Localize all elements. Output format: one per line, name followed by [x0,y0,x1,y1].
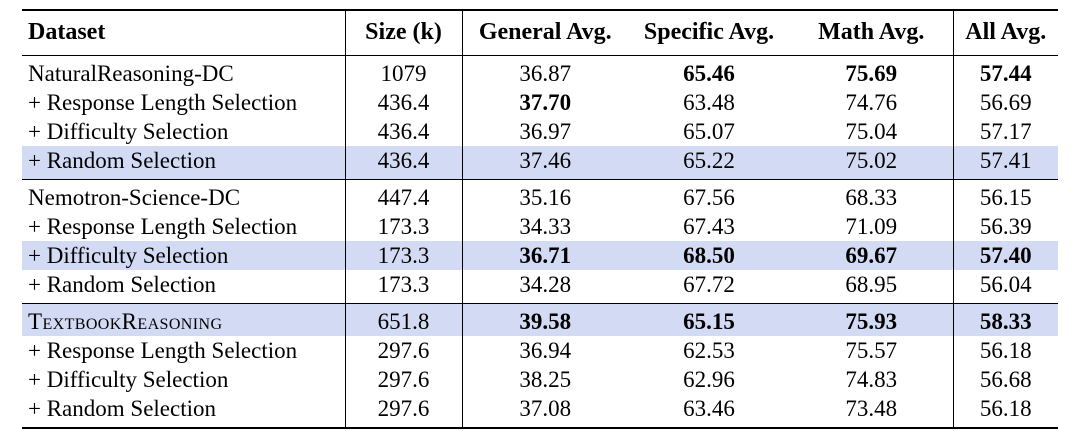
value-cell-general: 36.71 [519,243,572,268]
value-cell-general: 37.46 [519,148,572,173]
value-cell-specific: 67.43 [683,214,735,239]
table-row: + Difficulty Selection 436.4 36.97 65.07 75.… [22,117,1058,146]
value-cell-general: 34.28 [519,272,572,297]
value-cell-all: 57.41 [952,146,1058,180]
value-cell-general: 38.25 [519,367,572,392]
value-cell-all: 57.44 [952,55,1058,88]
value-cell-all: 56.39 [952,212,1058,241]
dataset-name-cell: + Difficulty Selection [28,367,229,392]
value-cell-all: 56.68 [952,365,1058,394]
value-cell-size: 297.6 [344,365,463,394]
value-cell-size: 651.8 [344,303,463,336]
dataset-name-cell: + Response Length Selection [28,338,298,363]
value-cell-math: 69.67 [845,243,898,268]
table-row: + Random Selection 173.3 34.28 67.72 68.95 56… [22,270,1058,304]
table-row: + Response Length Selection 297.6 36.94 62.… [22,336,1058,365]
value-cell-all: 57.40 [952,241,1058,270]
value-cell-specific: 67.56 [683,185,735,210]
table-row: + Difficulty Selection 297.6 38.25 62.96 74.… [22,365,1058,394]
value-cell-all: 58.33 [952,303,1058,336]
dataset-name-cell: Nemotron-Science-DC [28,185,241,210]
value-cell-general: 36.87 [519,61,572,86]
value-cell-math: 75.93 [845,309,898,334]
value-cell-math: 75.57 [845,338,898,363]
table-row: + Response Length Selection 436.4 37.70 63.… [22,88,1058,117]
column-header-all: All Avg. [952,10,1058,56]
value-cell-all: 56.04 [952,270,1058,304]
dataset-name-cell: NaturalReasoning-DC [28,61,234,86]
value-cell-math: 75.69 [845,61,898,86]
value-cell-math: 68.95 [845,272,898,297]
results-table: Dataset Size (k) General Avg. Specific Avg.… [22,9,1058,429]
value-cell-general: 37.08 [519,396,572,421]
value-cell-specific: 67.72 [683,272,735,297]
value-cell-size: 436.4 [344,88,463,117]
value-cell-general: 34.33 [519,214,572,239]
value-cell-size: 297.6 [344,336,463,365]
table-row: + Random Selection 436.4 37.46 65.22 75.02 57… [22,146,1058,180]
value-cell-specific: 62.53 [683,338,735,363]
value-cell-size: 447.4 [344,179,463,212]
column-header-math: Math Avg. [790,10,953,56]
value-cell-math: 73.48 [845,396,898,421]
value-cell-all: 57.17 [952,117,1058,146]
column-header-general: General Avg. [462,10,628,56]
column-header-dataset: Dataset [22,10,345,56]
value-cell-general: 36.97 [519,119,572,144]
dataset-name-cell: + Random Selection [28,272,216,297]
value-cell-all: 56.18 [952,336,1058,365]
value-cell-math: 71.09 [845,214,898,239]
value-cell-size: 173.3 [344,270,463,304]
table-row: + Random Selection 297.6 37.08 63.46 73.48 56… [22,394,1058,428]
value-cell-specific: 62.96 [683,367,735,392]
value-cell-math: 74.83 [845,367,898,392]
value-cell-specific: 63.46 [683,396,735,421]
value-cell-size: 173.3 [344,241,463,270]
value-cell-specific: 65.15 [683,309,735,334]
value-cell-size: 436.4 [344,117,463,146]
value-cell-specific: 65.46 [683,61,735,86]
dataset-name-cell: + Random Selection [28,148,216,173]
value-cell-math: 75.04 [845,119,898,144]
table-section-1: NaturalReasoning-DC 1079 36.87 65.46 75.69 57… [22,55,1058,180]
value-cell-size: 436.4 [344,146,463,180]
column-header-size: Size (k) [344,10,463,56]
dataset-name-cell: + Difficulty Selection [28,243,229,268]
value-cell-size: 297.6 [344,394,463,428]
value-cell-all: 56.69 [952,88,1058,117]
value-cell-math: 75.02 [845,148,898,173]
value-cell-size: 173.3 [344,212,463,241]
value-cell-general: 36.94 [519,338,572,363]
value-cell-specific: 63.48 [683,90,735,115]
table-row: Nemotron-Science-DC 447.4 35.16 67.56 68.33 5… [22,179,1058,212]
table-section-3: TextbookReasoning 651.8 39.58 65.15 75.93 58.… [22,303,1058,428]
value-cell-general: 37.70 [519,90,572,115]
value-cell-specific: 68.50 [683,243,735,268]
value-cell-all: 56.15 [952,179,1058,212]
value-cell-size: 1079 [344,55,463,88]
value-cell-general: 39.58 [519,309,572,334]
table-row: TextbookReasoning 651.8 39.58 65.15 75.93 58.… [22,303,1058,336]
value-cell-specific: 65.07 [683,119,735,144]
value-cell-math: 74.76 [845,90,898,115]
table-row: NaturalReasoning-DC 1079 36.87 65.46 75.69 57… [22,55,1058,88]
dataset-name-cell: TextbookReasoning [28,309,223,334]
value-cell-general: 35.16 [519,185,572,210]
table-section-2: Nemotron-Science-DC 447.4 35.16 67.56 68.33 5… [22,179,1058,304]
table-row: + Difficulty Selection 173.3 36.71 68.50 69.… [22,241,1058,270]
value-cell-all: 56.18 [952,394,1058,428]
header-row: Dataset Size (k) General Avg. Specific Avg.… [22,10,1058,56]
value-cell-specific: 65.22 [683,148,735,173]
dataset-name-cell: + Response Length Selection [28,214,298,239]
column-header-specific: Specific Avg. [628,10,790,56]
dataset-name-cell: + Difficulty Selection [28,119,229,144]
value-cell-math: 68.33 [845,185,898,210]
table-row: + Response Length Selection 173.3 34.33 67.… [22,212,1058,241]
table-header: Dataset Size (k) General Avg. Specific Avg.… [22,10,1058,56]
results-table-container: Dataset Size (k) General Avg. Specific Avg.… [22,9,1058,429]
dataset-name-cell: + Response Length Selection [28,90,298,115]
dataset-name-cell: + Random Selection [28,396,216,421]
